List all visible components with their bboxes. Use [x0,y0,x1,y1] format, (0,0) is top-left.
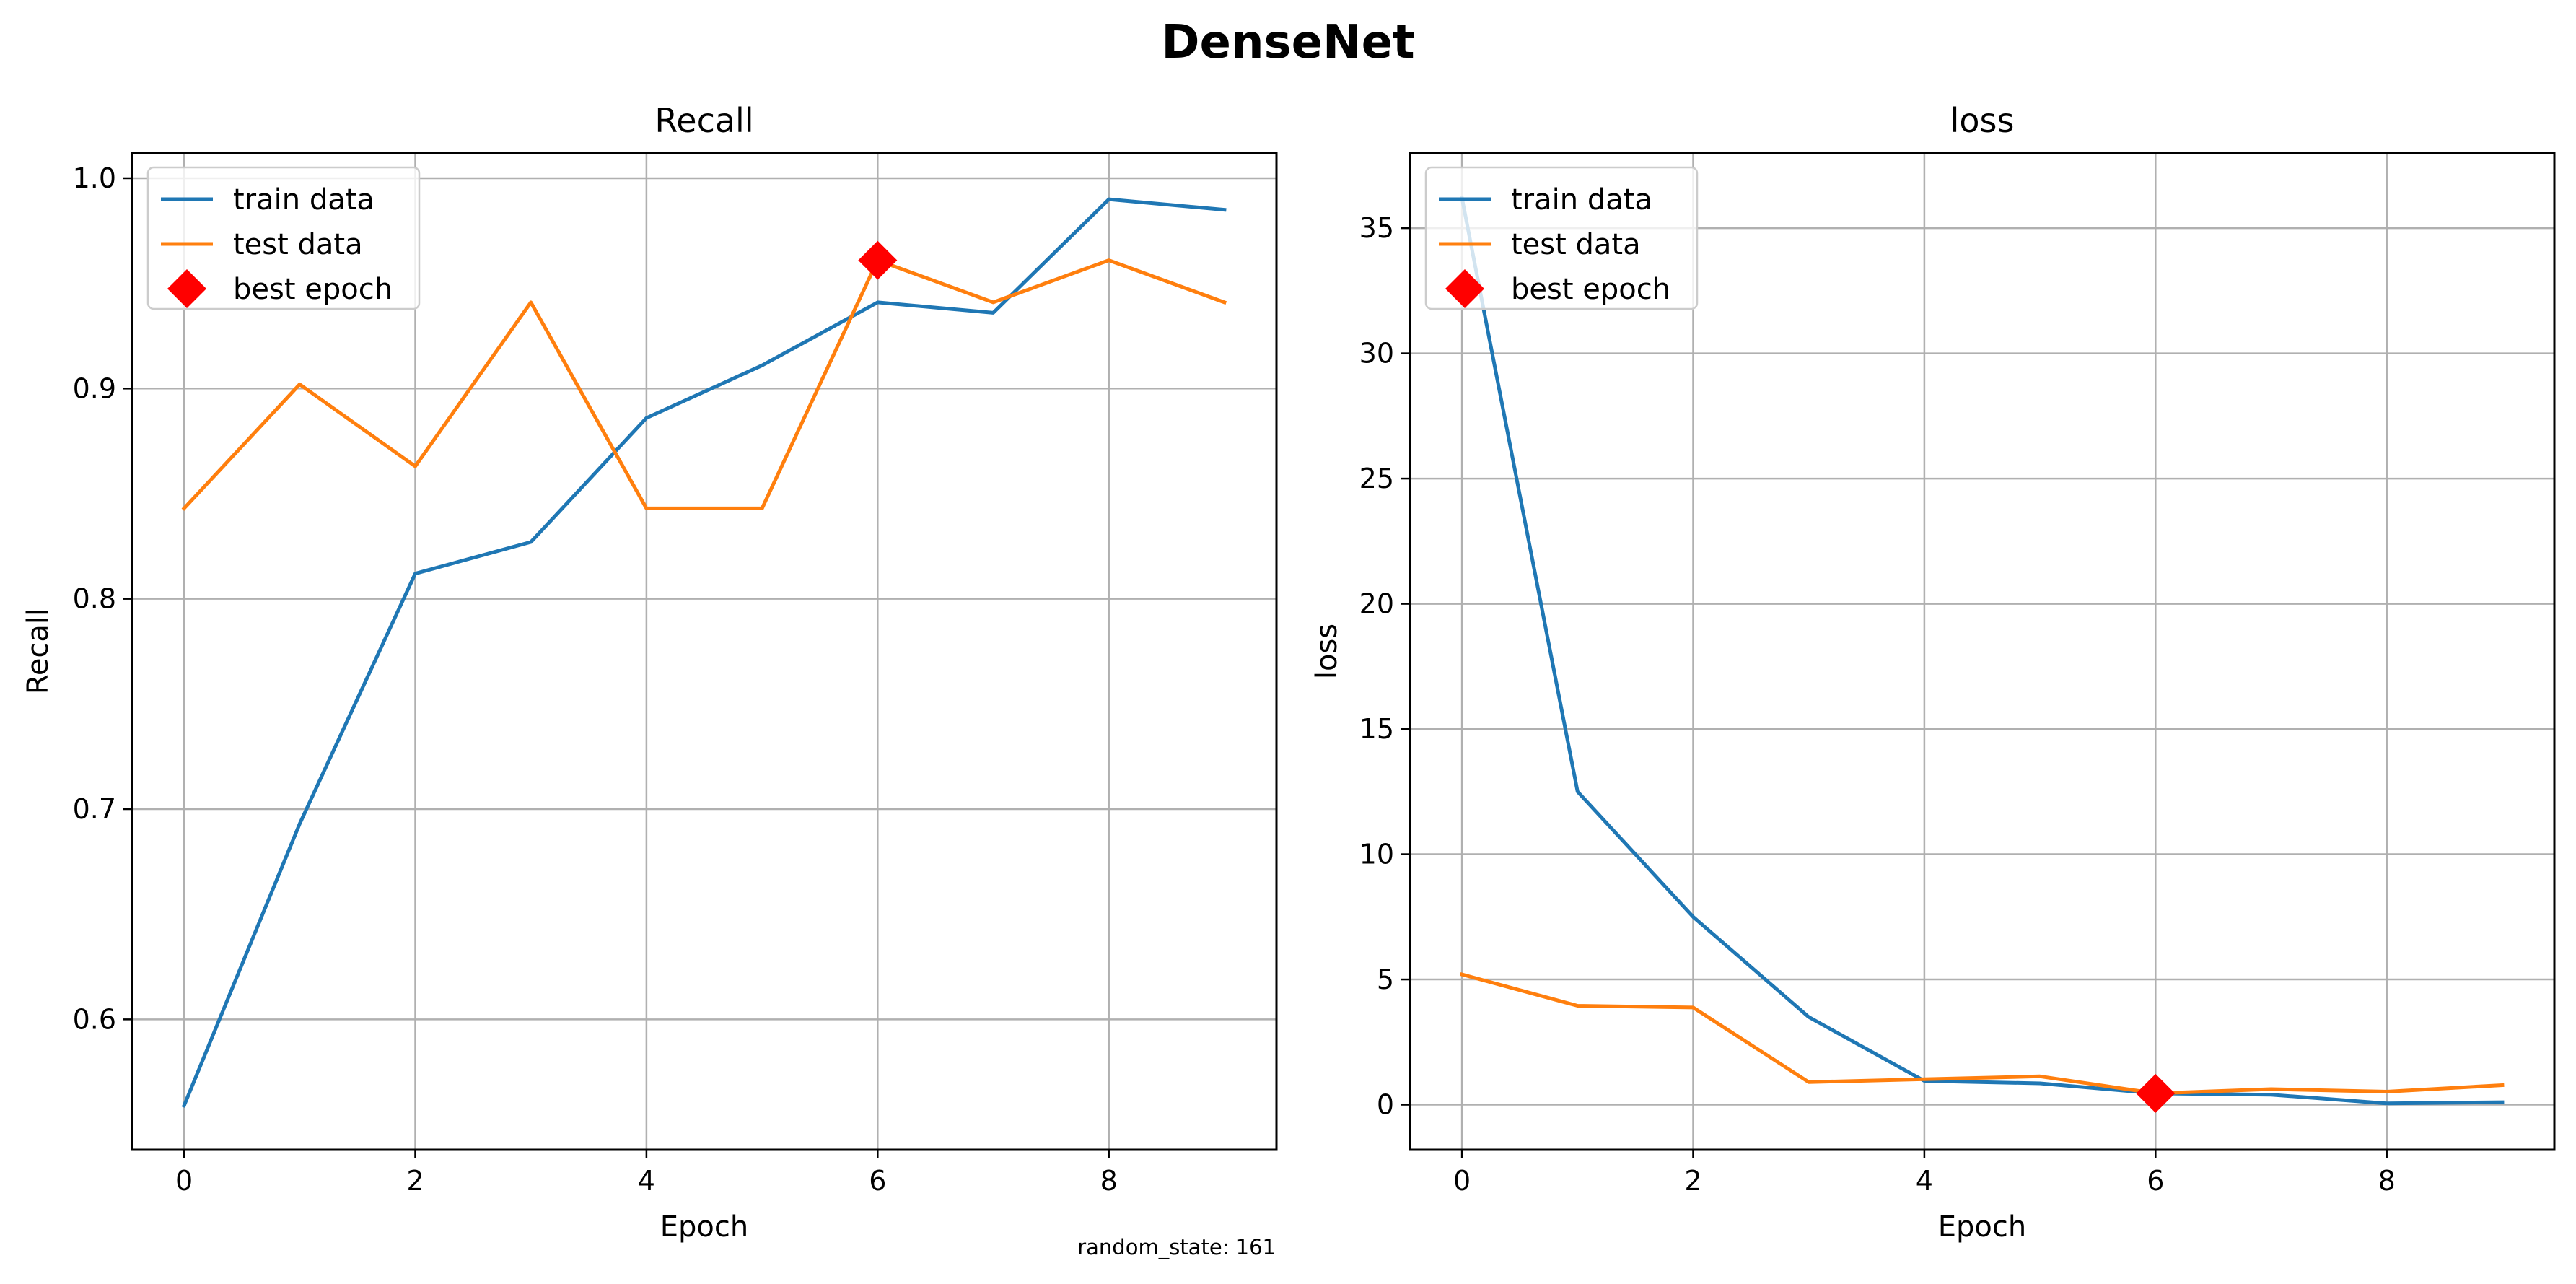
y-axis-label: loss [1310,624,1344,679]
y-tick-label: 15 [1359,713,1394,745]
legend-best-swatch [1445,269,1484,308]
x-tick-label: 0 [175,1165,193,1197]
legend-test-label: test data [1511,228,1641,261]
y-tick-label: 20 [1359,588,1394,620]
x-tick-label: 2 [406,1165,424,1197]
best-epoch-marker [2136,1073,2176,1113]
y-tick-label: 0.8 [73,583,116,615]
y-tick-label: 0.6 [73,1003,116,1035]
y-tick-label: 25 [1359,463,1394,494]
footnote: random_state: 161 [1077,1235,1276,1259]
y-axis-label: Recall [22,608,55,694]
axes-frame [131,152,1278,1151]
y-tick-label: 5 [1377,964,1394,995]
panel-title: Recall [654,101,753,140]
best-epoch-marker [858,240,898,280]
y-tick-label: 35 [1359,212,1394,244]
y-tick-label: 0 [1377,1089,1394,1121]
x-tick-label: 4 [638,1165,655,1197]
legend-train-label: train data [1511,183,1652,217]
train-data-line [181,197,1227,1109]
legend-best-label: best epoch [233,273,393,306]
figure-title: DenseNet [1161,16,1414,69]
legend-test-label: test data [233,228,363,261]
recall-panel: 0 2 4 6 8 0.6 0.7 0.8 0.9 1.0 Recall Epoch Recall tra… [22,101,1278,1244]
y-tick-label: 0.7 [73,793,116,825]
x-tick-label: 8 [2378,1165,2396,1197]
x-tick-label: 2 [1684,1165,1701,1197]
axes-frame [1409,152,2556,1151]
x-tick-label: 0 [1453,1165,1471,1197]
test-data-line [181,258,1227,511]
y-tick-label: 30 [1359,338,1394,370]
legend-box [1424,166,1699,310]
y-tick-label: 0.9 [73,372,116,404]
test-data-line [1460,972,2505,1096]
x-tick-label: 4 [1916,1165,1933,1197]
legend-best-label: best epoch [1511,273,1670,306]
panel-title: loss [1950,101,2015,140]
x-axis-label: Epoch [660,1210,748,1244]
y-tick-label: 10 [1359,839,1394,870]
y-tick-label: 1.0 [73,162,116,194]
x-tick-label: 8 [1100,1165,1118,1197]
legend-best-swatch [167,269,206,308]
x-axis-label: Epoch [1938,1210,2026,1244]
x-tick-label: 6 [2147,1165,2164,1197]
loss-panel: 0 2 4 6 8 0 5 10 15 20 25 30 35 loss Epoch loss train da… [1310,101,2556,1244]
x-tick-label: 6 [869,1165,886,1197]
train-data-line [1460,196,2505,1106]
legend-train-label: train data [233,183,374,217]
legend-box [146,166,421,310]
